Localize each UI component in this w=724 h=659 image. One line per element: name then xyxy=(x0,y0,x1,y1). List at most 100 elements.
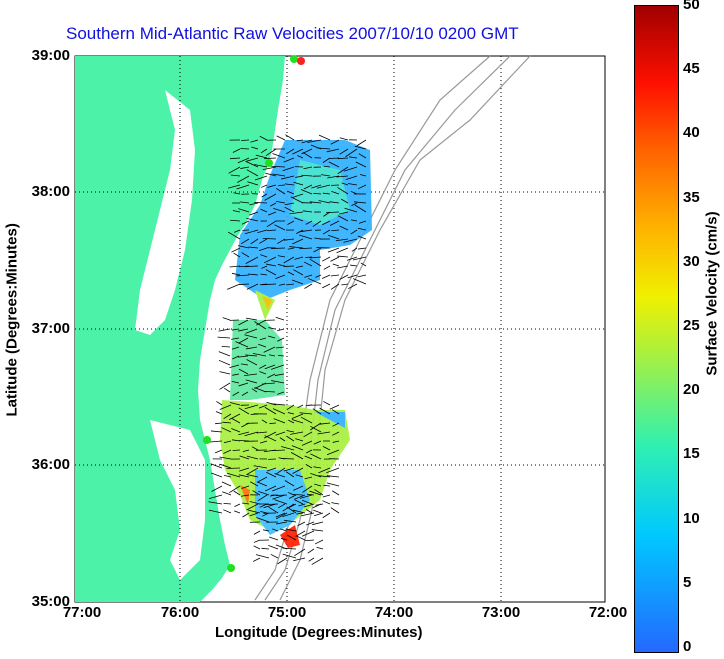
velocity-vector xyxy=(255,554,270,559)
velocity-vector xyxy=(263,529,270,532)
velocity-vector xyxy=(250,139,259,143)
x-tick: 72:00 xyxy=(588,604,628,621)
velocity-vector xyxy=(266,401,277,406)
velocity-vector xyxy=(233,490,241,496)
velocity-vector xyxy=(303,166,313,170)
velocity-vector xyxy=(286,506,297,514)
station-marker xyxy=(290,55,298,63)
velocity-vector xyxy=(277,255,286,258)
velocity-vector xyxy=(304,283,313,289)
velocity-vector xyxy=(279,437,286,442)
velocity-vector xyxy=(295,265,304,268)
velocity-vector xyxy=(295,175,304,178)
x-tick: 77:00 xyxy=(62,604,102,621)
velocity-vector xyxy=(359,174,367,177)
velocity-vector xyxy=(260,148,268,154)
velocity-vector xyxy=(304,539,315,542)
velocity-vector xyxy=(234,510,241,514)
velocity-vector xyxy=(210,430,223,433)
land-delmarva xyxy=(200,90,272,250)
colorbar-tick: 0 xyxy=(683,638,692,655)
station-marker xyxy=(227,564,235,572)
velocity-vector xyxy=(278,283,286,286)
velocity-vector xyxy=(215,411,223,415)
velocity-vector xyxy=(332,440,340,443)
velocity-vector xyxy=(238,319,249,326)
velocity-vector xyxy=(332,431,340,436)
velocity-vector xyxy=(280,538,288,541)
velocity-vector xyxy=(322,256,331,262)
velocity-vector xyxy=(246,474,259,478)
velocity-vector xyxy=(217,336,231,339)
velocity-vector xyxy=(286,190,295,195)
velocity-vector xyxy=(284,183,295,186)
velocity-vector xyxy=(302,485,313,493)
velocity-vector xyxy=(238,337,249,344)
velocity-vector xyxy=(341,182,349,186)
velocity-vector xyxy=(350,219,358,222)
velocity-vector xyxy=(302,499,313,505)
velocity-vector xyxy=(292,467,304,474)
velocity-vector xyxy=(222,317,231,321)
velocity-vector xyxy=(349,156,358,159)
velocity-vector xyxy=(295,438,304,442)
velocity-vector xyxy=(311,557,324,565)
velocity-vector xyxy=(232,373,240,376)
velocity-vector xyxy=(336,175,349,178)
velocity-vector xyxy=(208,501,223,505)
velocity-vector xyxy=(300,189,313,195)
velocity-vector xyxy=(322,283,331,289)
velocity-vector xyxy=(257,229,268,233)
colorbar-tick: 45 xyxy=(683,60,700,78)
velocity-vector xyxy=(340,198,349,204)
velocity-vector xyxy=(264,157,277,160)
velocity-vector xyxy=(232,148,241,153)
velocity-vector xyxy=(259,503,268,508)
velocity-vector xyxy=(226,472,241,478)
velocity-vector xyxy=(264,406,277,415)
x-tick: 75:00 xyxy=(267,604,307,621)
velocity-vector xyxy=(313,440,322,445)
velocity-vector xyxy=(297,404,304,409)
velocity-vector xyxy=(260,273,268,276)
velocity-vector xyxy=(219,382,231,390)
velocity-vector xyxy=(323,401,331,406)
velocity-vector xyxy=(323,484,331,487)
velocity-vector xyxy=(263,256,277,264)
velocity-vector xyxy=(275,200,286,204)
velocity-vector xyxy=(223,503,232,505)
velocity-vector xyxy=(218,359,231,366)
velocity-vector xyxy=(261,547,270,550)
velocity-vector xyxy=(326,449,340,456)
velocity-vector xyxy=(231,337,240,340)
velocity-vector xyxy=(348,283,358,290)
velocity-vector xyxy=(297,521,306,527)
velocity-vector xyxy=(267,373,276,379)
velocity-vector xyxy=(233,229,241,233)
velocity-vector xyxy=(285,134,295,141)
velocity-vector xyxy=(326,211,340,214)
velocity-vector xyxy=(241,139,250,141)
velocity-vector xyxy=(285,471,295,478)
velocity-vector xyxy=(258,364,267,369)
velocity-vector xyxy=(211,485,223,492)
velocity-vector xyxy=(223,509,232,514)
hf-radar-stations xyxy=(203,55,305,572)
velocity-vector xyxy=(223,440,232,444)
velocity-vector xyxy=(245,265,259,268)
velocity-vector xyxy=(345,148,358,158)
velocity-vector xyxy=(208,494,223,499)
velocity-vector xyxy=(279,528,288,532)
velocity-vector xyxy=(354,145,367,150)
velocity-vector xyxy=(218,328,231,332)
velocity-vector xyxy=(277,328,285,332)
velocity-vector xyxy=(326,148,340,153)
velocity-vector xyxy=(358,247,367,250)
velocity-vector xyxy=(265,269,277,276)
velocity-vector xyxy=(287,271,295,276)
velocity-vector xyxy=(267,184,277,188)
velocity-vector xyxy=(224,387,231,393)
velocity-vector xyxy=(246,157,259,162)
velocity-vector xyxy=(326,467,340,474)
velocity-vector xyxy=(301,148,313,155)
